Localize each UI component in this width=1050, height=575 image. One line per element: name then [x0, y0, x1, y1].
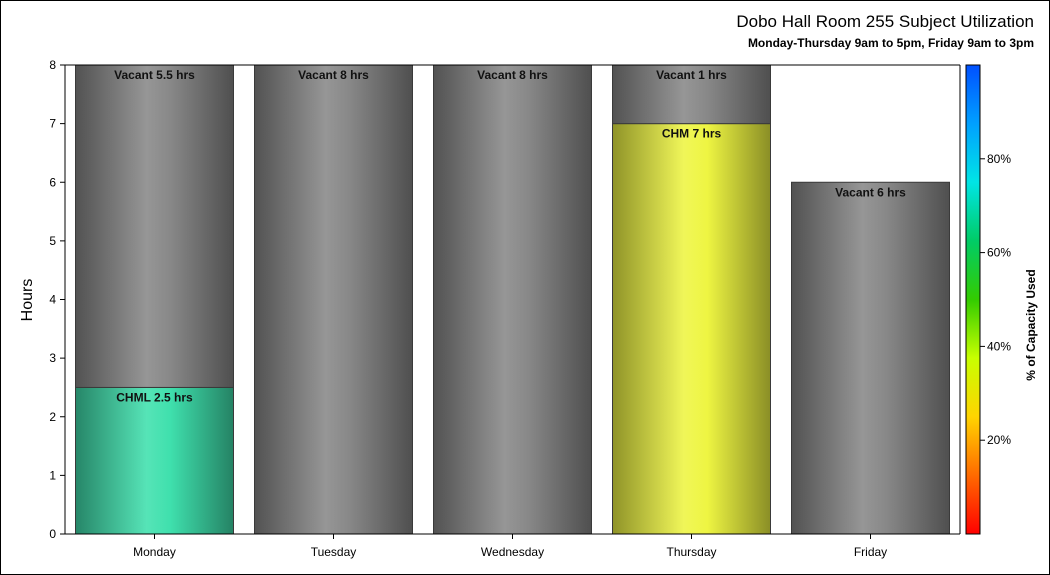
bar-segment-wednesday-0 [433, 64, 592, 535]
x-tick-label: Wednesday [481, 545, 544, 559]
y-tick-label: 1 [49, 468, 56, 482]
y-tick-label: 7 [49, 117, 56, 131]
x-tick-label: Monday [133, 545, 176, 559]
y-tick-label: 5 [49, 234, 56, 248]
y-tick-label: 3 [49, 351, 56, 365]
y-tick-label: 0 [49, 527, 56, 541]
colorbar [965, 64, 981, 535]
colorbar-tick-label: 20% [987, 433, 1011, 447]
x-tick-label: Friday [854, 545, 887, 559]
bar-data-label: CHML 2.5 hrs [116, 390, 193, 404]
bar-segment-thursday-0 [612, 123, 771, 535]
bar-data-label: Vacant 1 hrs [656, 68, 727, 82]
bar-segment-tuesday-0 [254, 64, 413, 535]
bar-data-label: CHM 7 hrs [662, 127, 722, 141]
chart-subtitle: Monday-Thursday 9am to 5pm, Friday 9am t… [747, 36, 1034, 50]
colorbar-tick-label: 60% [987, 246, 1011, 260]
chart-title: Dobo Hall Room 255 Subject Utilization [736, 12, 1034, 31]
bar-data-label: Vacant 8 hrs [477, 68, 548, 82]
y-tick-label: 2 [49, 410, 56, 424]
bar-segment-friday-0 [791, 181, 950, 535]
y-tick-label: 4 [49, 293, 56, 307]
y-tick-label: 6 [49, 175, 56, 189]
bar-segment-monday-0 [75, 386, 234, 535]
colorbar-tick-label: 40% [987, 339, 1011, 353]
bar-data-label: Vacant 8 hrs [298, 68, 369, 82]
colorbar-tick-label: 80% [987, 152, 1011, 166]
bar-segment-monday-1 [75, 64, 234, 388]
y-tick-label: 8 [49, 58, 56, 72]
x-tick-label: Tuesday [311, 545, 357, 559]
bar-data-label: Vacant 6 hrs [835, 185, 906, 199]
bar-data-label: Vacant 5.5 hrs [114, 68, 195, 82]
x-tick-label: Thursday [666, 545, 716, 559]
bar-segment-thursday-1 [612, 64, 771, 125]
